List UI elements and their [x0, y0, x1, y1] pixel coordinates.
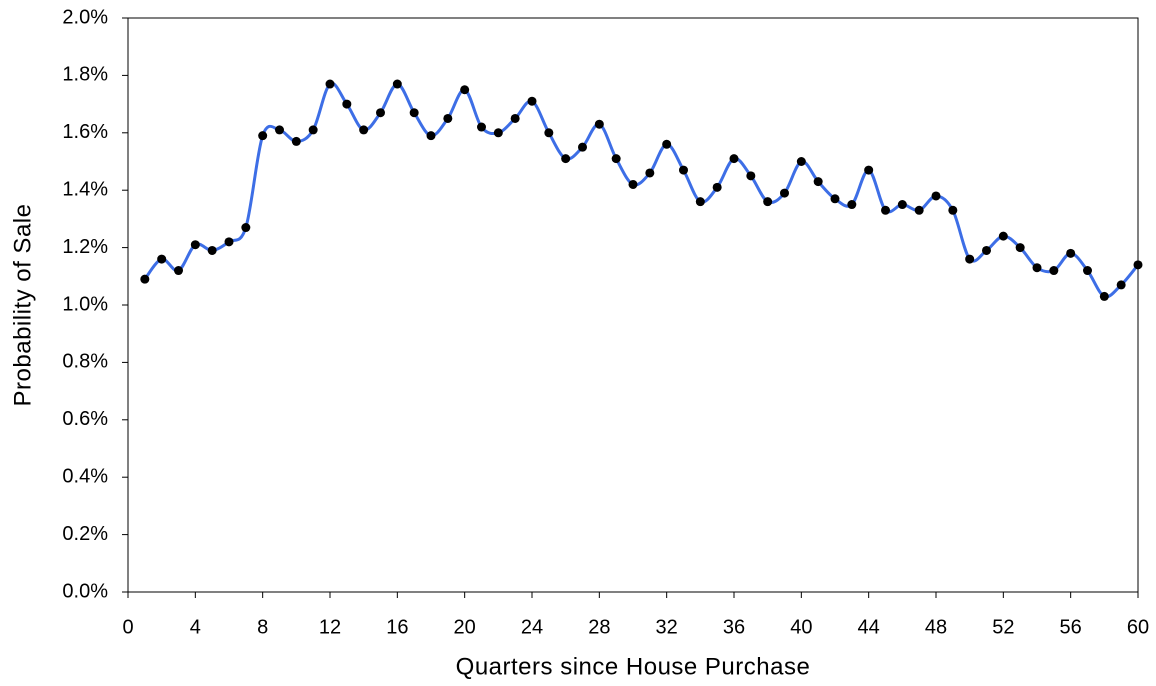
x-tick-label: 12 — [319, 616, 341, 638]
point — [544, 128, 554, 138]
y-tick-label: 2.0% — [62, 6, 108, 28]
point — [948, 205, 958, 215]
point — [308, 125, 318, 135]
x-axis-title: Quarters since House Purchase — [456, 653, 811, 680]
point — [830, 194, 840, 204]
point — [460, 85, 470, 95]
point — [914, 205, 924, 215]
point — [729, 154, 739, 164]
point — [796, 157, 806, 166]
x-tick-label: 16 — [386, 616, 408, 638]
x-tick-label: 48 — [925, 616, 947, 638]
point — [897, 200, 907, 210]
point — [578, 142, 587, 152]
y-axis-title: Probability of Sale — [9, 204, 36, 407]
point — [190, 240, 200, 250]
y-tick-label: 1.2% — [62, 236, 108, 258]
point — [746, 171, 756, 181]
point — [1015, 243, 1025, 253]
point — [392, 79, 402, 89]
point — [174, 266, 183, 276]
y-tick-label: 1.0% — [62, 293, 108, 315]
point — [695, 197, 705, 207]
y-tick-label: 0.2% — [62, 523, 108, 545]
x-tick-label: 4 — [190, 616, 201, 638]
point — [224, 237, 234, 247]
point — [965, 254, 975, 264]
point — [712, 182, 722, 192]
point — [291, 136, 301, 146]
point — [645, 168, 655, 178]
x-tick-label: 56 — [1060, 616, 1082, 638]
point — [493, 128, 503, 138]
point — [1049, 266, 1059, 276]
x-tick-label: 0 — [122, 616, 133, 638]
point — [881, 205, 890, 215]
point — [140, 274, 150, 284]
point — [982, 245, 991, 255]
x-tick-label: 32 — [656, 616, 678, 638]
point — [847, 200, 857, 210]
point — [342, 99, 352, 109]
y-tick-label: 1.8% — [62, 64, 108, 86]
point — [426, 131, 436, 141]
point — [662, 139, 672, 149]
point — [527, 96, 537, 106]
point — [611, 154, 621, 164]
point — [998, 231, 1008, 241]
point — [376, 108, 385, 118]
y-tick-label: 0.6% — [62, 408, 108, 430]
point — [275, 125, 284, 135]
line — [143, 81, 1140, 299]
x-tick-label: 28 — [588, 616, 610, 638]
point — [561, 154, 571, 164]
y-tick-label: 0.4% — [62, 465, 108, 487]
x-tick-label: 24 — [521, 616, 543, 638]
point — [241, 223, 251, 233]
x-tick-label: 44 — [858, 616, 880, 638]
point — [1032, 263, 1042, 273]
plot-frame — [127, 17, 1139, 593]
x-tick-label: 40 — [790, 616, 812, 638]
x-tick-label: 20 — [454, 616, 476, 638]
y-tick-label: 0.0% — [62, 580, 108, 602]
point — [510, 113, 520, 123]
point — [679, 165, 688, 175]
point — [443, 113, 453, 123]
point — [207, 245, 217, 255]
point — [1133, 260, 1143, 270]
x-tick-label: 52 — [992, 616, 1014, 638]
y-tick-label: 1.4% — [62, 178, 108, 200]
point — [409, 108, 419, 118]
point — [359, 125, 369, 135]
point — [1066, 248, 1076, 258]
point — [477, 122, 486, 132]
point — [813, 177, 823, 187]
point — [1099, 291, 1109, 301]
point — [157, 254, 167, 264]
y-tick-label: 1.6% — [62, 121, 108, 143]
y-tick-label: 0.8% — [62, 351, 108, 373]
x-tick-label: 8 — [257, 616, 268, 638]
point — [1083, 266, 1092, 276]
point — [763, 197, 773, 207]
point — [325, 79, 335, 89]
point — [780, 188, 789, 198]
point — [931, 191, 941, 201]
point — [628, 179, 638, 189]
point — [258, 131, 268, 141]
point — [1116, 280, 1126, 290]
point — [864, 165, 874, 175]
x-tick-label: 60 — [1127, 616, 1149, 638]
point — [594, 119, 604, 129]
x-tick-label: 36 — [723, 616, 745, 638]
